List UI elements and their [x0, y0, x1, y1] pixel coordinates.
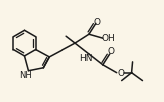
Text: O: O	[107, 48, 114, 57]
Text: O: O	[117, 69, 124, 78]
Text: HN: HN	[79, 54, 93, 63]
Text: OH: OH	[102, 34, 116, 43]
Text: O: O	[93, 18, 100, 27]
Text: NH: NH	[19, 71, 32, 80]
